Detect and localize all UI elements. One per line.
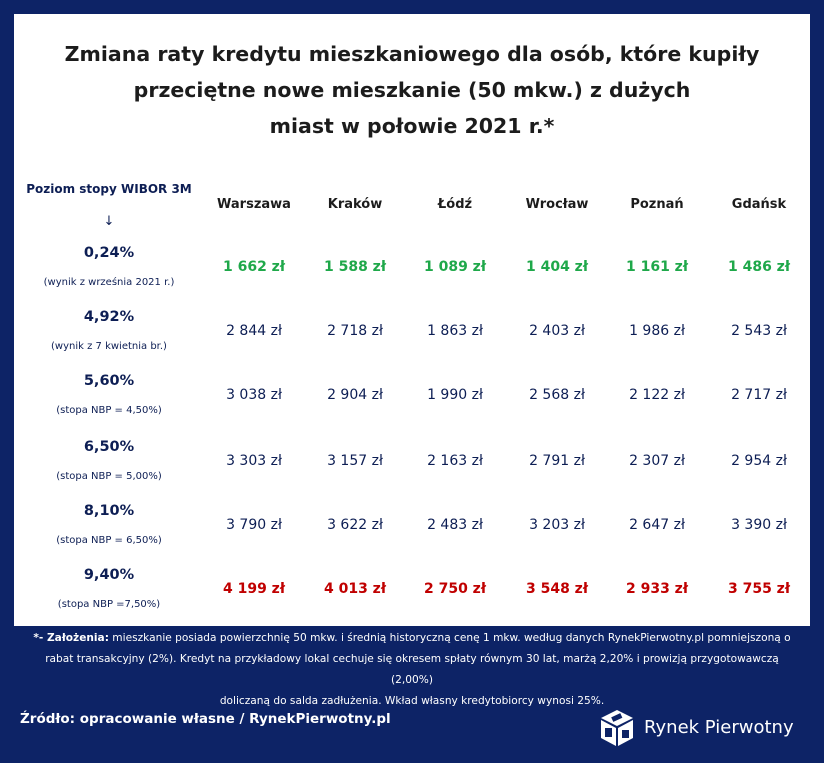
table-cell: 3 548 zł [525,581,589,597]
wibor-rate: 0,24% [83,245,135,261]
table-cell: 1 662 zł [222,259,286,275]
table-cell: 3 038 zł [226,387,282,403]
table-cell: 2 791 zł [529,453,585,469]
column-header: Kraków [327,197,383,212]
table-cell: 1 089 zł [423,259,487,275]
column-header: Poznań [630,197,684,212]
cube-logo-icon [601,710,633,746]
table-cell: 2 647 zł [629,517,685,533]
table-cell: 4 013 zł [323,581,387,597]
table-cell: 2 307 zł [629,453,685,469]
rate-note: (wynik z września 2021 r.) [43,277,175,288]
table-cell: 1 863 zł [427,323,483,339]
table-cell: 1 404 zł [525,259,589,275]
table-cell: 3 790 zł [226,517,282,533]
footnote-text: mieszkanie posiada powierzchnię 50 mkw. … [108,632,791,644]
logo: Rynek Pierwotny [598,708,798,748]
table-cell: 2 403 zł [529,323,585,339]
rate-note: (wynik z 7 kwietnia br.) [51,341,167,352]
logo-text: Rynek Pierwotny [644,717,794,738]
table-cell: 2 933 zł [625,581,689,597]
footnote-text: rabat transakcyjny (2%). Kredyt na przyk… [45,653,779,686]
wibor-rate: 9,40% [83,567,135,583]
chart-title: Zmiana raty kredytu mieszkaniowego dla o… [14,36,810,144]
table-cell: 3 622 zł [327,517,383,533]
column-header: Wrocław [525,197,589,212]
table-card: Zmiana raty kredytu mieszkaniowego dla o… [14,14,810,626]
table-cell: 2 543 zł [731,323,787,339]
table-cell: 1 161 zł [625,259,689,275]
table-cell: 2 483 zł [427,517,483,533]
row-header: Poziom stopy WIBOR 3M [26,182,192,196]
footnote: *- Założenia: mieszkanie posiada powierz… [26,628,798,712]
table-cell: 3 755 zł [727,581,791,597]
table-cell: 2 904 zł [327,387,383,403]
title-line: Zmiana raty kredytu mieszkaniowego dla o… [64,42,760,66]
table-cell: 2 750 zł [423,581,487,597]
wibor-rate: 4,92% [83,309,135,325]
title-line: przeciętne nowe mieszkanie (50 mkw.) z d… [133,78,691,102]
down-arrow-icon: ↓ [103,214,115,229]
table-cell: 2 122 zł [629,387,685,403]
table-cell: 3 390 zł [731,517,787,533]
table-cell: 2 568 zł [529,387,585,403]
table-cell: 2 718 zł [327,323,383,339]
title-line: miast w połowie 2021 r.* [269,114,555,138]
table-cell: 2 954 zł [731,453,787,469]
column-header: Warszawa [217,197,291,212]
table-cell: 1 588 zł [323,259,387,275]
wibor-rate: 6,50% [83,439,135,455]
table-cell: 2 163 zł [427,453,483,469]
column-header: Łódź [437,197,473,212]
table-cell: 3 303 zł [226,453,282,469]
wibor-rate: 5,60% [83,373,135,389]
rate-note: (stopa NBP = 6,50%) [56,535,162,546]
table-cell: 1 986 zł [629,323,685,339]
table-cell: 4 199 zł [222,581,286,597]
table-cell: 1 486 zł [727,259,791,275]
source-note: Źródło: opracowanie własne / RynekPierwo… [20,711,391,727]
rate-note: (stopa NBP = 5,00%) [56,471,162,482]
rate-note: (stopa NBP =7,50%) [57,599,161,610]
table-cell: 1 990 zł [427,387,483,403]
table-cell: 3 157 zł [327,453,383,469]
table-cell: 2 717 zł [731,387,787,403]
wibor-rate: 8,10% [83,503,135,519]
footnote-label: *- Założenia: [33,632,109,644]
table-cell: 3 203 zł [529,517,585,533]
table-cell: 2 844 zł [226,323,282,339]
rate-note: (stopa NBP = 4,50%) [56,405,162,416]
column-header: Gdańsk [731,197,787,212]
footnote-text: doliczaną do salda zadłużenia. Wkład wła… [219,695,605,707]
